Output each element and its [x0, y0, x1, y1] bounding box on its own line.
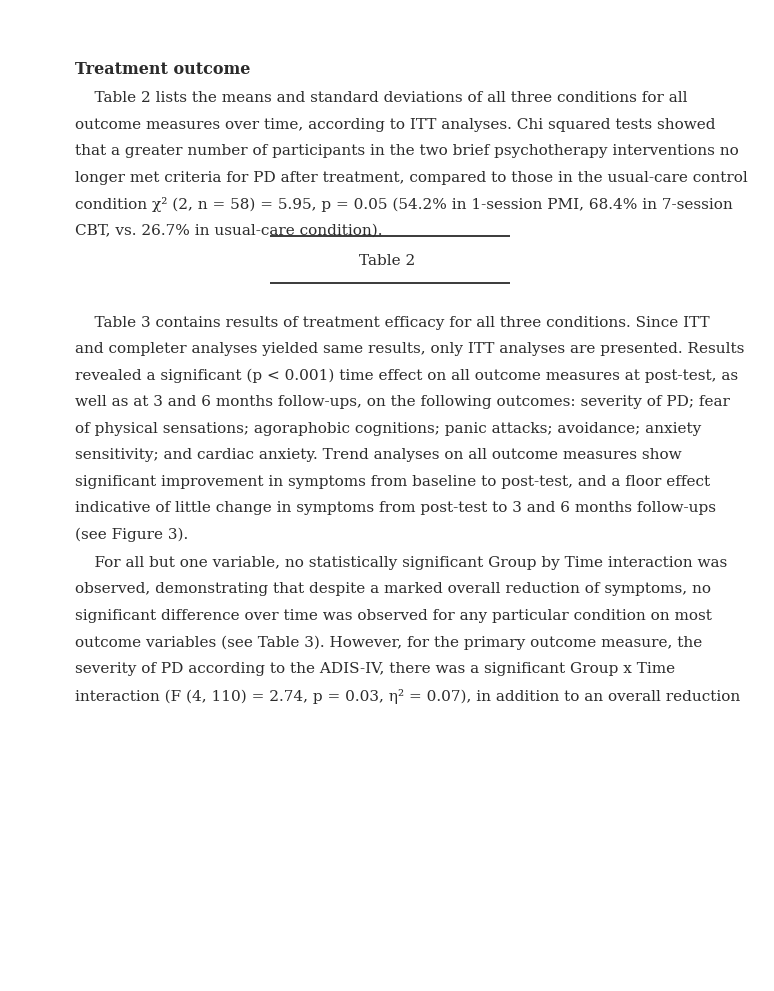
Text: interaction (F (4, 110) = 2.74, p = 0.03, η² = 0.07), in addition to an overall : interaction (F (4, 110) = 2.74, p = 0.03…: [75, 689, 740, 704]
Text: well as at 3 and 6 months follow-ups, on the following outcomes: severity of PD;: well as at 3 and 6 months follow-ups, on…: [75, 395, 730, 409]
Text: For all but one variable, no statistically significant Group by Time interaction: For all but one variable, no statistical…: [75, 556, 728, 570]
Text: significant difference over time was observed for any particular condition on mo: significant difference over time was obs…: [75, 609, 712, 623]
Text: sensitivity; and cardiac anxiety. Trend analyses on all outcome measures show: sensitivity; and cardiac anxiety. Trend …: [75, 449, 682, 463]
Text: significant improvement in symptoms from baseline to post-test, and a floor effe: significant improvement in symptoms from…: [75, 475, 710, 489]
Text: indicative of little change in symptoms from post-test to 3 and 6 months follow-: indicative of little change in symptoms …: [75, 501, 716, 515]
Text: observed, demonstrating that despite a marked overall reduction of symptoms, no: observed, demonstrating that despite a m…: [75, 583, 711, 597]
Text: of physical sensations; agoraphobic cognitions; panic attacks; avoidance; anxiet: of physical sensations; agoraphobic cogn…: [75, 422, 701, 436]
Text: Table 3 contains results of treatment efficacy for all three conditions. Since I: Table 3 contains results of treatment ef…: [75, 316, 710, 330]
Text: that a greater number of participants in the two brief psychotherapy interventio: that a greater number of participants in…: [75, 144, 738, 158]
Text: Table 2: Table 2: [359, 254, 415, 268]
Text: Table 2 lists the means and standard deviations of all three conditions for all: Table 2 lists the means and standard dev…: [75, 91, 687, 105]
Text: severity of PD according to the ADIS-IV, there was a significant Group x Time: severity of PD according to the ADIS-IV,…: [75, 662, 675, 676]
Text: and completer analyses yielded same results, only ITT analyses are presented. Re: and completer analyses yielded same resu…: [75, 343, 745, 357]
Text: longer met criteria for PD after treatment, compared to those in the usual-care : longer met criteria for PD after treatme…: [75, 170, 748, 184]
Text: CBT, vs. 26.7% in usual-care condition).: CBT, vs. 26.7% in usual-care condition).: [75, 224, 382, 238]
Text: revealed a significant (p < 0.001) time effect on all outcome measures at post-t: revealed a significant (p < 0.001) time …: [75, 369, 738, 384]
Text: outcome variables (see Table 3). However, for the primary outcome measure, the: outcome variables (see Table 3). However…: [75, 635, 702, 650]
Text: Treatment outcome: Treatment outcome: [75, 61, 250, 78]
Text: condition χ² (2, n = 58) = 5.95, p = 0.05 (54.2% in 1-session PMI, 68.4% in 7-se: condition χ² (2, n = 58) = 5.95, p = 0.0…: [75, 197, 733, 212]
Text: (see Figure 3).: (see Figure 3).: [75, 528, 188, 542]
Text: outcome measures over time, according to ITT analyses. Chi squared tests showed: outcome measures over time, according to…: [75, 118, 715, 132]
